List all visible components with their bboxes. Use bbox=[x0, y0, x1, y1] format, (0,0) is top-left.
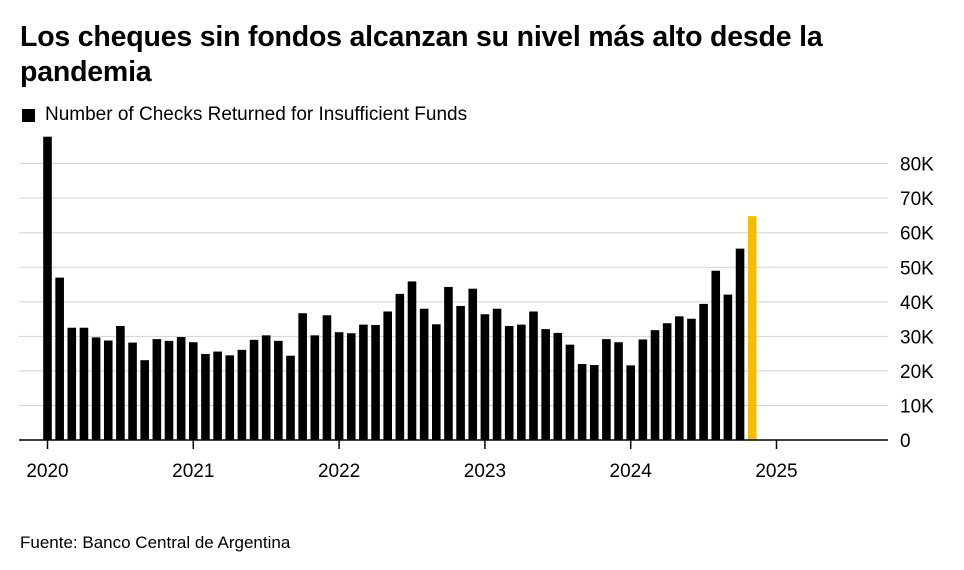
bar bbox=[298, 313, 307, 440]
bar bbox=[602, 339, 611, 440]
bar bbox=[383, 311, 392, 440]
legend: Number of Checks Returned for Insufficie… bbox=[22, 103, 467, 127]
x-tick-label: 2025 bbox=[755, 461, 797, 482]
bar bbox=[249, 339, 259, 440]
bar bbox=[55, 277, 64, 440]
bar bbox=[225, 355, 235, 440]
bar bbox=[565, 344, 575, 440]
chart-title: Los cheques sin fondos alcanzan su nivel… bbox=[20, 21, 823, 88]
y-tick-label: 60K bbox=[900, 224, 934, 245]
bar bbox=[359, 324, 368, 440]
y-tick-label: 30K bbox=[900, 327, 934, 348]
bar bbox=[310, 335, 320, 440]
bar bbox=[650, 330, 660, 440]
bar bbox=[201, 353, 210, 440]
bar bbox=[735, 248, 745, 440]
y-tick-label: 10K bbox=[900, 396, 934, 417]
bar bbox=[492, 308, 502, 440]
bar bbox=[662, 323, 672, 440]
x-tick-label: 2021 bbox=[172, 461, 214, 482]
bar bbox=[176, 337, 186, 440]
bar bbox=[626, 365, 635, 440]
bar bbox=[189, 342, 198, 440]
bar bbox=[675, 316, 684, 440]
bar bbox=[541, 329, 550, 440]
y-tick-label: 20K bbox=[900, 362, 934, 383]
bar bbox=[456, 305, 465, 440]
y-tick-label: 50K bbox=[900, 258, 934, 279]
bar bbox=[419, 308, 429, 440]
bar bbox=[237, 349, 247, 440]
bar bbox=[91, 337, 101, 440]
bar bbox=[407, 281, 417, 440]
bar bbox=[103, 340, 113, 440]
bar bbox=[334, 332, 344, 440]
bar bbox=[444, 286, 453, 440]
bar bbox=[504, 326, 514, 440]
bar bbox=[140, 360, 149, 440]
bar bbox=[687, 318, 696, 440]
bar bbox=[152, 339, 162, 440]
bar bbox=[747, 216, 757, 440]
bar bbox=[116, 326, 125, 440]
source-note: Fuente: Banco Central de Argentina bbox=[20, 533, 291, 552]
bar bbox=[432, 324, 441, 440]
bar bbox=[480, 314, 490, 440]
bar bbox=[79, 327, 89, 440]
y-tick-label: 40K bbox=[900, 293, 934, 314]
y-tick-label: 70K bbox=[900, 189, 934, 210]
legend-label: Number of Checks Returned for Insufficie… bbox=[45, 104, 468, 125]
x-tick-label: 2022 bbox=[318, 461, 360, 482]
bar bbox=[67, 327, 77, 440]
legend-swatch bbox=[22, 108, 35, 122]
bar bbox=[553, 332, 563, 440]
bar bbox=[261, 335, 271, 440]
bar bbox=[395, 293, 405, 440]
bar bbox=[164, 340, 174, 440]
y-tick-label: 0 bbox=[900, 431, 911, 452]
bar bbox=[711, 270, 721, 440]
x-tick-label: 2020 bbox=[26, 461, 68, 482]
bar bbox=[529, 311, 538, 440]
bar bbox=[286, 355, 295, 440]
bar bbox=[43, 136, 52, 440]
bar bbox=[723, 294, 733, 440]
bar bbox=[274, 340, 283, 440]
bar bbox=[322, 315, 332, 440]
bar bbox=[517, 324, 526, 440]
bar bbox=[614, 342, 623, 440]
bar bbox=[589, 365, 599, 440]
bar bbox=[577, 364, 587, 440]
bar bbox=[128, 342, 137, 440]
bar bbox=[346, 333, 356, 440]
bar bbox=[468, 288, 478, 440]
bar bbox=[213, 351, 222, 440]
bar bbox=[699, 303, 708, 440]
bar bbox=[371, 324, 380, 440]
y-tick-label: 80K bbox=[900, 155, 934, 176]
x-tick-label: 2023 bbox=[464, 461, 506, 482]
x-tick-label: 2024 bbox=[610, 461, 653, 482]
bar bbox=[638, 339, 648, 440]
